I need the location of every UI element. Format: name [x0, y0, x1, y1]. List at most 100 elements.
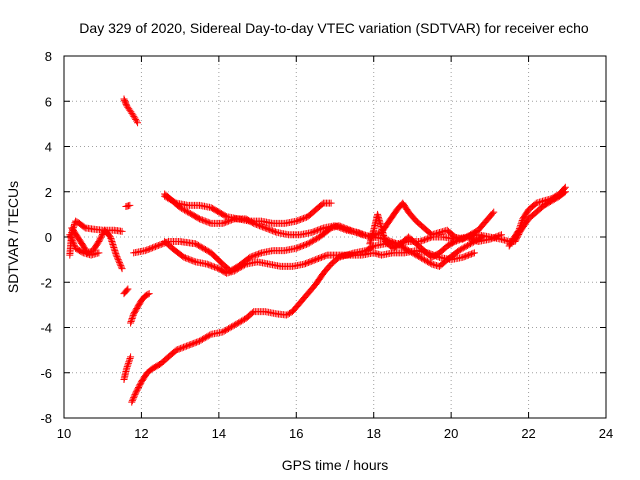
- data-point-marker: [147, 244, 155, 252]
- data-point-marker: [315, 226, 323, 234]
- data-point-marker: [334, 223, 342, 231]
- data-point-marker: [456, 246, 464, 254]
- data-point-marker: [117, 263, 125, 271]
- data-point-marker: [298, 215, 306, 223]
- data-point-marker: [172, 346, 180, 354]
- data-point-marker: [233, 265, 241, 273]
- data-track-7: [120, 353, 135, 384]
- data-point-marker: [294, 217, 302, 225]
- data-point-marker: [124, 359, 132, 367]
- data-point-marker: [201, 334, 209, 342]
- data-point-marker: [341, 226, 349, 234]
- data-point-marker: [166, 196, 174, 204]
- data-point-marker: [209, 262, 217, 270]
- data-point-marker: [459, 253, 467, 261]
- data-point-marker: [327, 199, 335, 207]
- data-point-marker: [295, 243, 303, 251]
- data-point-marker: [226, 324, 234, 332]
- data-point-marker: [128, 398, 136, 406]
- data-point-marker: [123, 363, 131, 371]
- y-tick-label: 0: [45, 230, 52, 245]
- data-point-marker: [270, 227, 278, 235]
- x-tick-label: 18: [366, 426, 380, 441]
- y-tick-label: 8: [45, 49, 52, 64]
- data-point-marker: [338, 225, 346, 233]
- data-point-marker: [201, 217, 209, 225]
- x-tick-label: 16: [289, 426, 303, 441]
- data-point-marker: [144, 290, 152, 298]
- data-point-marker: [425, 258, 433, 266]
- data-track-14: [366, 188, 569, 261]
- data-point-marker: [316, 254, 324, 262]
- data-point-marker: [421, 256, 429, 264]
- y-tick-label: 6: [45, 94, 52, 109]
- data-point-marker: [190, 257, 198, 265]
- data-point-marker: [112, 251, 120, 259]
- data-point-marker: [69, 238, 77, 246]
- data-point-marker: [457, 235, 465, 243]
- data-point-marker: [309, 257, 317, 265]
- data-point-marker: [190, 339, 198, 347]
- data-point-marker: [200, 335, 208, 343]
- data-point-marker: [253, 251, 261, 259]
- data-point-marker: [340, 225, 348, 233]
- data-point-marker: [331, 222, 339, 230]
- data-point-marker: [198, 335, 206, 343]
- data-point-marker: [458, 235, 466, 243]
- data-point-marker: [113, 253, 121, 261]
- data-point-marker: [219, 219, 227, 227]
- data-point-marker: [419, 236, 427, 244]
- data-point-marker: [235, 264, 243, 272]
- data-point-marker: [129, 395, 137, 403]
- data-point-marker: [182, 207, 190, 215]
- data-point-marker: [174, 346, 182, 354]
- data-point-marker: [144, 245, 152, 253]
- data-point-marker: [258, 223, 266, 231]
- data-point-marker: [117, 262, 125, 270]
- data-track-12: [161, 190, 498, 243]
- data-point-marker: [301, 214, 309, 222]
- data-point-marker: [196, 215, 203, 223]
- data-point-marker: [306, 258, 314, 266]
- data-track-8: [127, 290, 153, 327]
- data-point-marker: [203, 333, 211, 341]
- data-point-marker: [156, 241, 164, 249]
- data-point-marker: [300, 214, 308, 222]
- data-point-marker: [239, 262, 247, 270]
- data-point-marker: [301, 260, 309, 268]
- data-track-3: [68, 224, 126, 273]
- data-point-marker: [302, 240, 310, 248]
- data-point-marker: [317, 253, 325, 261]
- data-point-marker: [127, 353, 135, 361]
- data-point-marker: [175, 345, 183, 353]
- y-tick-label: -6: [40, 366, 52, 381]
- data-point-marker: [422, 235, 430, 243]
- data-point-marker: [182, 342, 190, 350]
- data-point-marker: [518, 218, 526, 226]
- data-point-marker: [335, 223, 343, 231]
- data-point-marker: [354, 228, 362, 236]
- data-point-marker: [416, 253, 424, 261]
- data-point-marker: [450, 232, 458, 240]
- data-point-marker: [194, 338, 202, 346]
- data-point-marker: [197, 336, 205, 344]
- data-track-10: [130, 222, 486, 275]
- data-point-marker: [531, 200, 539, 208]
- data-point-marker: [260, 223, 268, 231]
- data-point-marker: [185, 341, 193, 349]
- data-point-marker: [248, 309, 256, 317]
- data-point-marker: [67, 234, 75, 242]
- data-point-marker: [360, 231, 368, 239]
- data-point-marker: [204, 218, 212, 226]
- data-point-marker: [169, 197, 177, 205]
- data-point-marker: [236, 264, 244, 272]
- data-point-marker: [307, 238, 315, 246]
- data-point-marker: [298, 242, 306, 250]
- data-point-marker: [116, 260, 124, 268]
- grid-lines: [64, 56, 606, 418]
- data-point-marker: [465, 241, 473, 249]
- data-point-marker: [206, 219, 214, 227]
- data-point-marker: [125, 356, 133, 364]
- data-point-marker: [180, 343, 188, 351]
- data-point-marker: [191, 339, 199, 347]
